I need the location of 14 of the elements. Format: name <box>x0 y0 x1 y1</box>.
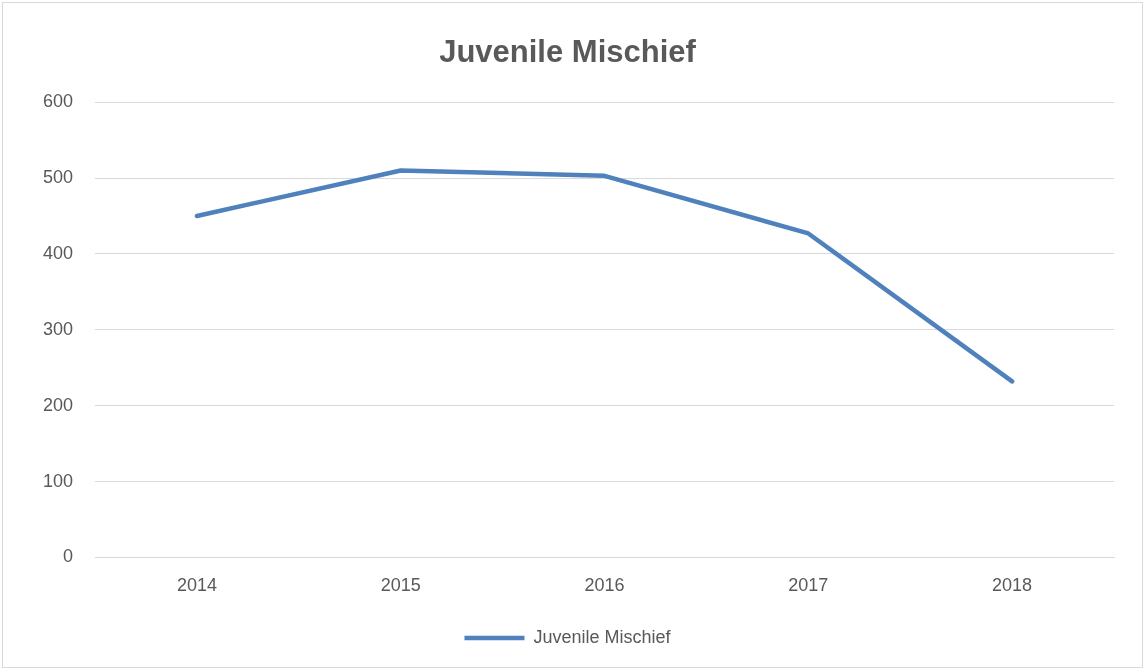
y-tick-label: 400 <box>42 242 74 263</box>
x-tick-label: 2016 <box>584 575 625 596</box>
x-tick-label: 2015 <box>380 575 421 596</box>
y-tick-label: 300 <box>42 318 74 339</box>
x-tick-label: 2017 <box>788 575 829 596</box>
chart-title: Juvenile Mischief <box>439 34 697 70</box>
y-tick-label: 100 <box>42 470 74 491</box>
x-tick-label: 2014 <box>176 575 217 596</box>
y-tick-label: 600 <box>42 91 74 112</box>
y-tick-label: 200 <box>42 394 74 415</box>
x-tick-label: 2018 <box>992 575 1033 596</box>
y-tick-label: 500 <box>42 167 74 188</box>
y-tick-label: 0 <box>63 546 74 567</box>
legend-label: Juvenile Mischief <box>533 626 672 647</box>
